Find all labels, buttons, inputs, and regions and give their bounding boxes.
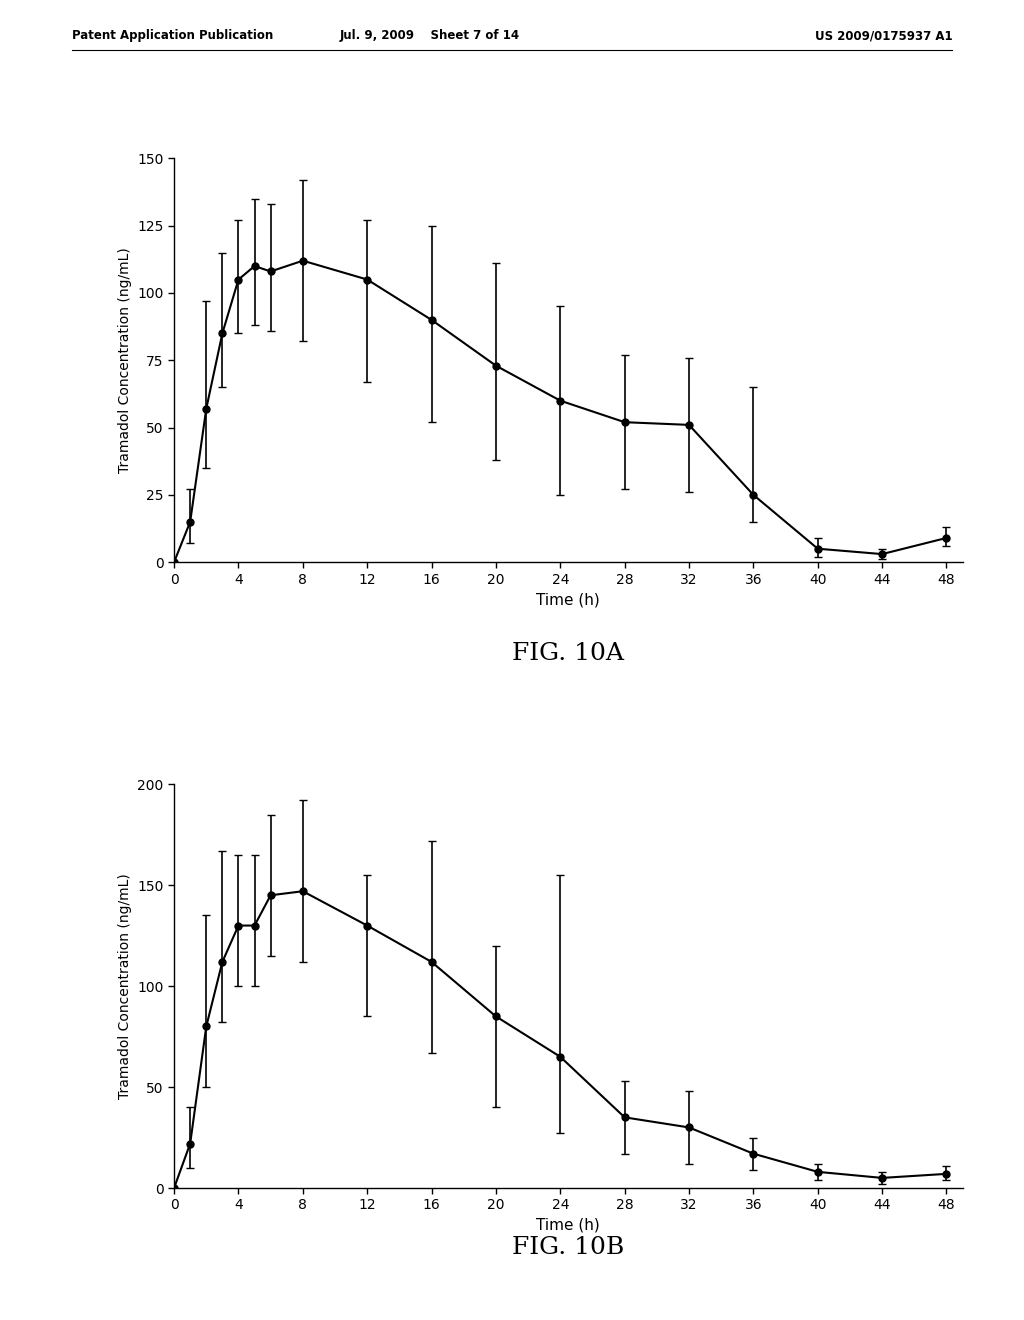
Text: FIG. 10A: FIG. 10A	[512, 642, 625, 665]
Text: Jul. 9, 2009    Sheet 7 of 14: Jul. 9, 2009 Sheet 7 of 14	[340, 29, 520, 42]
Text: US 2009/0175937 A1: US 2009/0175937 A1	[815, 29, 952, 42]
X-axis label: Time (h): Time (h)	[537, 1218, 600, 1233]
Text: Patent Application Publication: Patent Application Publication	[72, 29, 273, 42]
Y-axis label: Tramadol Concentration (ng/mL): Tramadol Concentration (ng/mL)	[118, 874, 132, 1100]
Y-axis label: Tramadol Concentration (ng/mL): Tramadol Concentration (ng/mL)	[118, 247, 132, 473]
Text: FIG. 10B: FIG. 10B	[512, 1236, 625, 1259]
X-axis label: Time (h): Time (h)	[537, 593, 600, 607]
